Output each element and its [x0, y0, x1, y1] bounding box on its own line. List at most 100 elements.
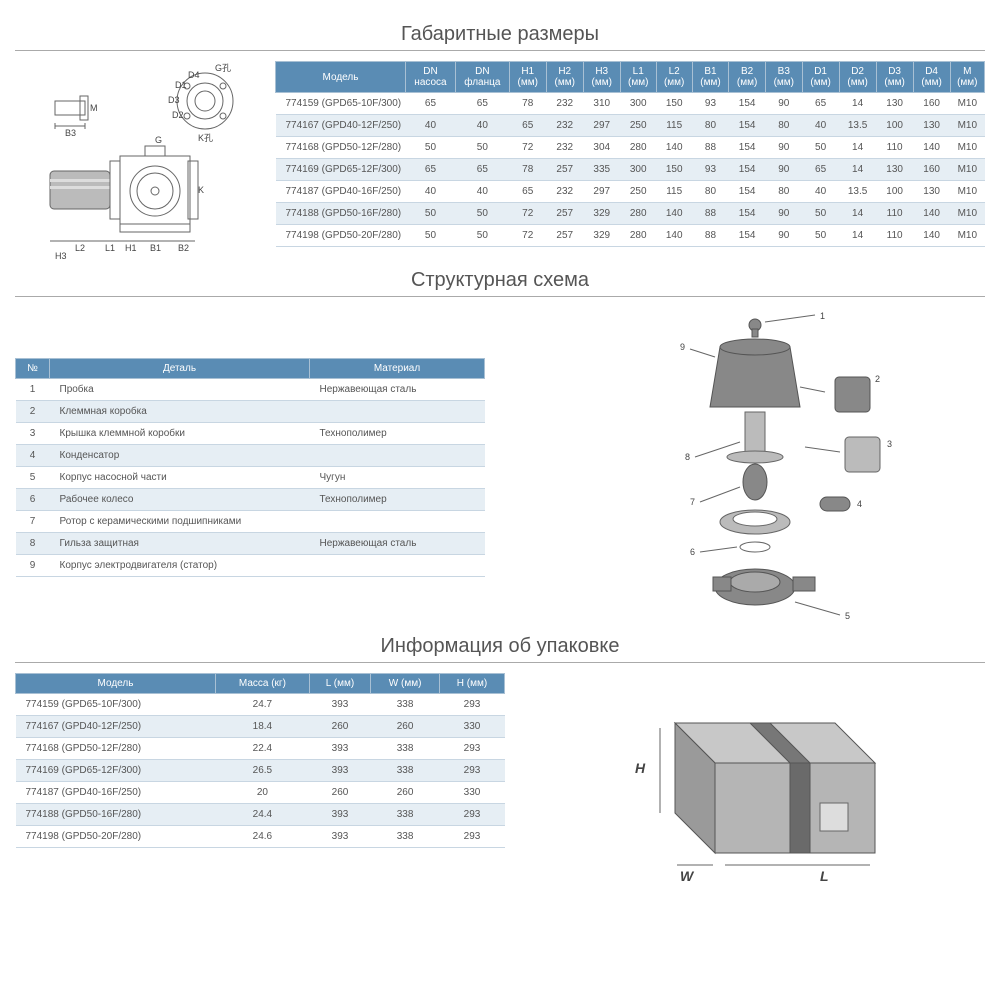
table-cell: 774168 (GPD50-12F/280) [16, 738, 216, 760]
table-cell: 72 [509, 203, 546, 225]
callout: 3 [887, 439, 892, 449]
package-svg: H W L [565, 673, 925, 883]
table-cell: 90 [765, 159, 802, 181]
table-cell: 40 [455, 181, 509, 203]
table-cell: 140 [913, 137, 950, 159]
table-cell: Нержавеющая сталь [310, 532, 485, 554]
table-row: 774168 (GPD50-12F/280)505072232304280140… [276, 137, 985, 159]
table-row: 774167 (GPD40-12F/250)18.4260260330 [16, 716, 505, 738]
table-cell: 65 [802, 93, 839, 115]
table-cell: 14 [839, 225, 876, 247]
pkg-label-l: L [820, 868, 829, 883]
table-cell: 9 [16, 554, 50, 576]
table-cell: 140 [656, 225, 692, 247]
table-row: 6Рабочее колесоТехнополимер [16, 488, 485, 510]
table-cell: M10 [950, 137, 984, 159]
table-cell: 160 [913, 159, 950, 181]
table-cell: 24.7 [216, 694, 310, 716]
table-row: 7Ротор с керамическими подшипниками [16, 510, 485, 532]
table-cell: 115 [656, 115, 692, 137]
parts-table-wrap: №ДетальМатериал 1ПробкаНержавеющая сталь… [15, 358, 485, 577]
table-cell: 260 [309, 782, 370, 804]
table-cell: 72 [509, 137, 546, 159]
table-cell: 774187 (GPD40-16F/250) [276, 181, 406, 203]
table-header: № [16, 358, 50, 378]
diag-label: D2 [172, 110, 184, 120]
table-cell: 250 [620, 115, 656, 137]
table-row: 774168 (GPD50-12F/280)22.4393338293 [16, 738, 505, 760]
table-cell: 20 [216, 782, 310, 804]
table-cell: Чугун [310, 466, 485, 488]
table-row: 774188 (GPD50-16F/280)24.4393338293 [16, 804, 505, 826]
table-row: 774198 (GPD50-20F/280)24.6393338293 [16, 826, 505, 848]
table-cell: 40 [802, 181, 839, 203]
diag-label: D3 [168, 95, 180, 105]
table-cell: 14 [839, 137, 876, 159]
section3-row: МодельМасса (кг)L (мм)W (мм)H (мм) 77415… [15, 673, 985, 883]
table-header: H1 (мм) [509, 62, 546, 93]
packaging-table: МодельМасса (кг)L (мм)W (мм)H (мм) 77415… [15, 673, 505, 848]
parts-table: №ДетальМатериал 1ПробкаНержавеющая сталь… [15, 358, 485, 577]
table-cell: 393 [309, 760, 370, 782]
table-cell: 100 [876, 181, 913, 203]
table-cell: 50 [455, 203, 509, 225]
table-cell: 293 [440, 694, 505, 716]
table-cell: Крышка клеммной коробки [50, 422, 310, 444]
table-cell: 338 [371, 804, 440, 826]
table-cell: Технополимер [310, 422, 485, 444]
table-cell: 88 [692, 203, 729, 225]
table-cell: 260 [371, 782, 440, 804]
exploded-svg: 1 9 2 3 8 7 4 [515, 307, 955, 627]
diag-label: B1 [150, 243, 161, 253]
table-cell: 257 [546, 159, 583, 181]
table-header: H3 (мм) [583, 62, 620, 93]
table-cell: M10 [950, 159, 984, 181]
table-cell: 115 [656, 181, 692, 203]
table-row: 774159 (GPD65-10F/300)656578232310300150… [276, 93, 985, 115]
table-row: 774188 (GPD50-16F/280)505072257329280140… [276, 203, 985, 225]
table-cell: 330 [440, 782, 505, 804]
table-header: L (мм) [309, 674, 370, 694]
table-row: 774167 (GPD40-12F/250)404065232297250115… [276, 115, 985, 137]
table-cell: 6 [16, 488, 50, 510]
exploded-diagram: 1 9 2 3 8 7 4 [485, 307, 985, 627]
callout: 2 [875, 374, 880, 384]
table-cell: 297 [583, 115, 620, 137]
section1-row: G孔 D4 D1 D3 D2 K孔 M B3 G [15, 61, 985, 261]
table-cell: 110 [876, 137, 913, 159]
table-cell: 13.5 [839, 115, 876, 137]
table-cell: 154 [729, 181, 766, 203]
table-header: Модель [276, 62, 406, 93]
table-cell: 280 [620, 203, 656, 225]
table-cell: 338 [371, 760, 440, 782]
table-cell: 260 [309, 716, 370, 738]
table-cell: M10 [950, 181, 984, 203]
table-cell: 338 [371, 694, 440, 716]
table-row: 774169 (GPD65-12F/300)26.5393338293 [16, 760, 505, 782]
table-cell: 293 [440, 826, 505, 848]
table-cell: Корпус электродвигателя (статор) [50, 554, 310, 576]
table-cell: 232 [546, 137, 583, 159]
packaging-table-wrap: МодельМасса (кг)L (мм)W (мм)H (мм) 77415… [15, 673, 505, 883]
table-cell: 280 [620, 225, 656, 247]
table-cell: 154 [729, 203, 766, 225]
dimension-diagram: G孔 D4 D1 D3 D2 K孔 M B3 G [15, 61, 275, 261]
table-cell: 14 [839, 93, 876, 115]
table-cell: 260 [371, 716, 440, 738]
table-row: 774187 (GPD40-16F/250)404065232297250115… [276, 181, 985, 203]
table-header: B1 (мм) [692, 62, 729, 93]
table-cell: M10 [950, 115, 984, 137]
table-header: H2 (мм) [546, 62, 583, 93]
table-cell: Технополимер [310, 488, 485, 510]
table-cell [310, 400, 485, 422]
table-cell: 110 [876, 225, 913, 247]
table-cell: 40 [455, 115, 509, 137]
table-cell: 80 [765, 181, 802, 203]
table-cell: 774159 (GPD65-10F/300) [276, 93, 406, 115]
section2-title: Структурная схема [15, 269, 985, 297]
table-cell: M10 [950, 203, 984, 225]
table-cell: 304 [583, 137, 620, 159]
table-cell: 7 [16, 510, 50, 532]
table-cell: 18.4 [216, 716, 310, 738]
table-cell: Корпус насосной части [50, 466, 310, 488]
